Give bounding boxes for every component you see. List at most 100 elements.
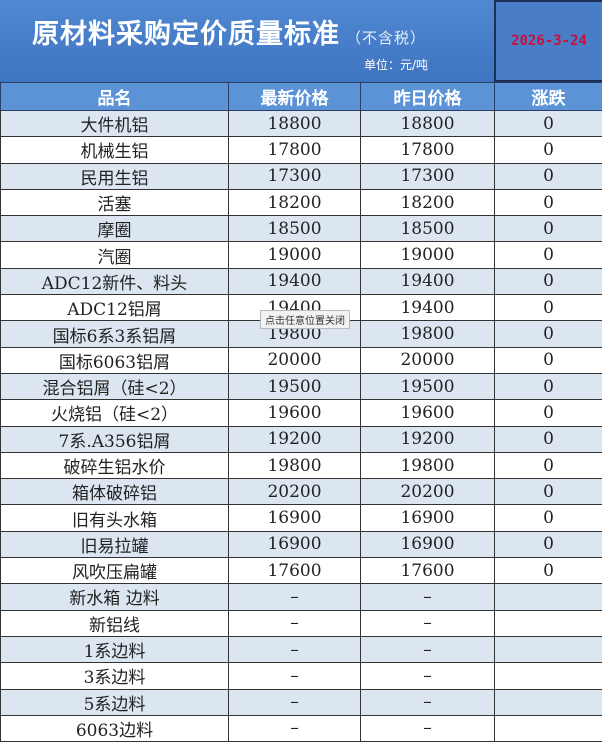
- column-header: 涨跌: [495, 83, 602, 111]
- latest-price: –: [229, 663, 361, 689]
- table-row: 6063边料––: [1, 715, 602, 741]
- close-tooltip[interactable]: 点击任意位置关闭: [260, 310, 350, 329]
- latest-price: 19200: [229, 426, 361, 452]
- title-block: 原材料采购定价质量标准（不含税） 单位：元/吨: [0, 0, 494, 82]
- change: 0: [495, 137, 602, 163]
- latest-price: 16900: [229, 505, 361, 531]
- change: [495, 610, 602, 636]
- yesterday-price: –: [361, 610, 495, 636]
- yesterday-price: 19800: [361, 321, 495, 347]
- change: [495, 689, 602, 715]
- latest-price: 18500: [229, 216, 361, 242]
- table-row: 3系边料––: [1, 663, 602, 689]
- change: [495, 636, 602, 662]
- change: [495, 715, 602, 741]
- item-name: 摩圈: [1, 216, 229, 242]
- change: 0: [495, 163, 602, 189]
- subtitle: （不含税）: [346, 29, 426, 47]
- item-name: 活塞: [1, 189, 229, 215]
- yesterday-price: –: [361, 715, 495, 741]
- item-name: ADC12新件、料头: [1, 268, 229, 294]
- date-label: 2026-3-24: [511, 33, 587, 49]
- yesterday-price: 18200: [361, 189, 495, 215]
- latest-price: 17600: [229, 558, 361, 584]
- date-block: 2026-3-24: [494, 0, 602, 82]
- yesterday-price: –: [361, 663, 495, 689]
- change: 0: [495, 373, 602, 399]
- yesterday-price: –: [361, 636, 495, 662]
- yesterday-price: 16900: [361, 505, 495, 531]
- latest-price: 20000: [229, 347, 361, 373]
- latest-price: 19500: [229, 373, 361, 399]
- latest-price: –: [229, 610, 361, 636]
- latest-price: –: [229, 584, 361, 610]
- yesterday-price: –: [361, 689, 495, 715]
- change: 0: [495, 321, 602, 347]
- item-name: 新水箱 边料: [1, 584, 229, 610]
- table-row: 5系边料––: [1, 689, 602, 715]
- item-name: 5系边料: [1, 689, 229, 715]
- yesterday-price: 18500: [361, 216, 495, 242]
- yesterday-price: –: [361, 584, 495, 610]
- yesterday-price: 19200: [361, 426, 495, 452]
- change: 0: [495, 426, 602, 452]
- yesterday-price: 17800: [361, 137, 495, 163]
- item-name: 箱体破碎铝: [1, 479, 229, 505]
- change: 0: [495, 295, 602, 321]
- item-name: 机械生铝: [1, 137, 229, 163]
- yesterday-price: 18800: [361, 111, 495, 137]
- change: 0: [495, 111, 602, 137]
- item-name: 新铝线: [1, 610, 229, 636]
- table-row: 1系边料––: [1, 636, 602, 662]
- latest-price: 18200: [229, 189, 361, 215]
- item-name: 国标6063铝屑: [1, 347, 229, 373]
- table-row: 新水箱 边料––: [1, 584, 602, 610]
- item-name: 破碎生铝水价: [1, 452, 229, 478]
- sheet-header: 原材料采购定价质量标准（不含税） 单位：元/吨 2026-3-24: [0, 0, 602, 82]
- yesterday-price: 16900: [361, 531, 495, 557]
- item-name: 国标6系3系铝屑: [1, 321, 229, 347]
- change: 0: [495, 558, 602, 584]
- item-name: 混合铝屑（硅<2）: [1, 373, 229, 399]
- latest-price: –: [229, 715, 361, 741]
- change: 0: [495, 347, 602, 373]
- latest-price: 19600: [229, 400, 361, 426]
- item-name: 火烧铝（硅<2）: [1, 400, 229, 426]
- change: 0: [495, 452, 602, 478]
- change: 0: [495, 189, 602, 215]
- item-name: 7系.A356铝屑: [1, 426, 229, 452]
- change: 0: [495, 400, 602, 426]
- item-name: 汽圈: [1, 242, 229, 268]
- item-name: 旧易拉罐: [1, 531, 229, 557]
- yesterday-price: 17600: [361, 558, 495, 584]
- yesterday-price: 19400: [361, 268, 495, 294]
- item-name: 民用生铝: [1, 163, 229, 189]
- item-name: 3系边料: [1, 663, 229, 689]
- yesterday-price: 20200: [361, 479, 495, 505]
- yesterday-price: 20000: [361, 347, 495, 373]
- column-header: 最新价格: [229, 83, 361, 111]
- latest-price: 19000: [229, 242, 361, 268]
- change: [495, 584, 602, 610]
- change: 0: [495, 531, 602, 557]
- column-header: 品名: [1, 83, 229, 111]
- latest-price: 19800: [229, 452, 361, 478]
- latest-price: –: [229, 689, 361, 715]
- item-name: 风吹压扁罐: [1, 558, 229, 584]
- latest-price: 17800: [229, 137, 361, 163]
